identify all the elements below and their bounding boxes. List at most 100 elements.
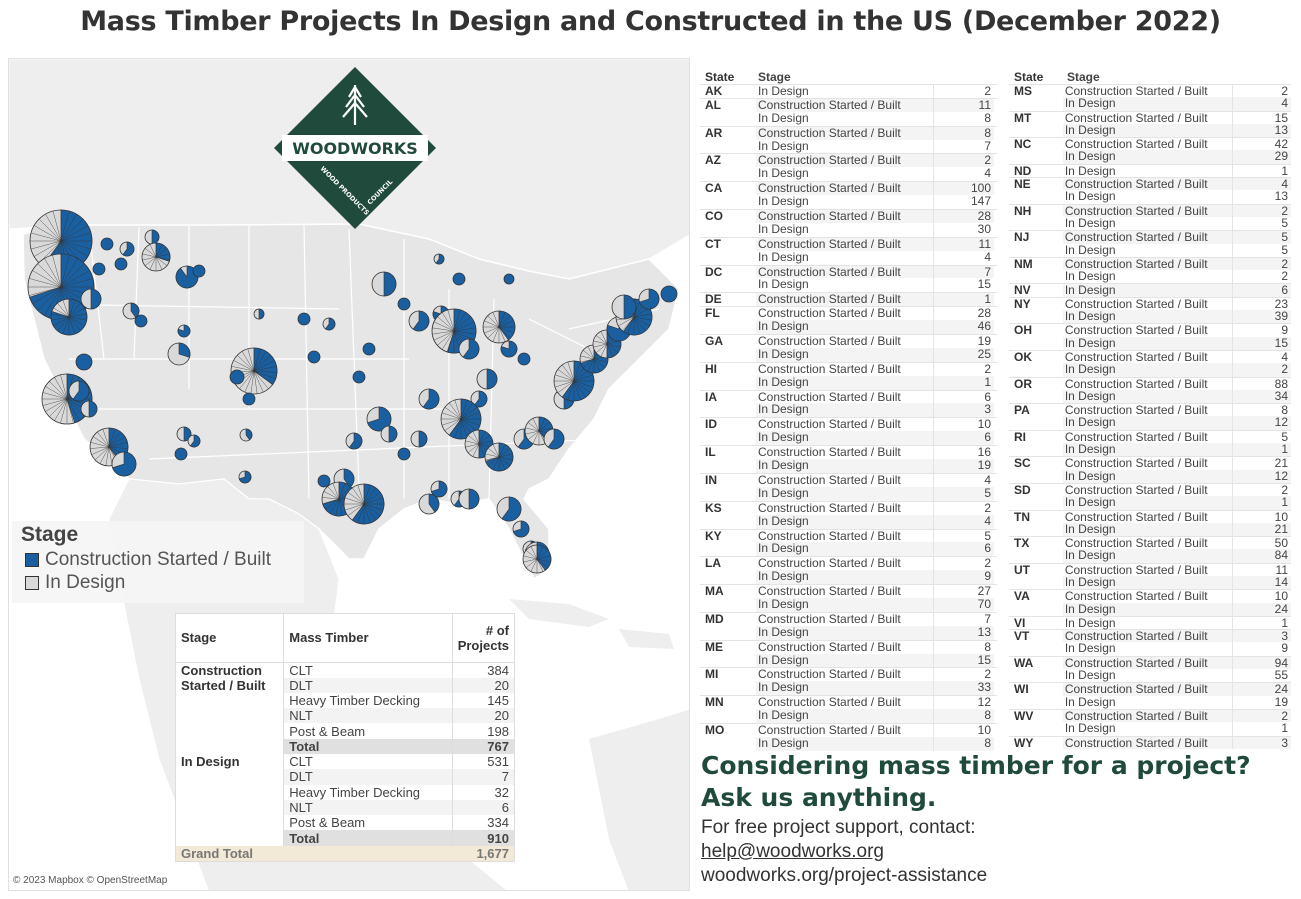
- project-pie-marker[interactable]: [496, 496, 522, 522]
- project-pie-marker[interactable]: [440, 398, 482, 440]
- project-count: 70: [934, 597, 994, 612]
- project-pie-marker[interactable]: [80, 288, 102, 310]
- state-table-header: State Stage: [700, 70, 997, 84]
- project-pie-marker[interactable]: [371, 271, 397, 297]
- project-count: 15: [1233, 336, 1291, 350]
- stage-name: In Design: [1062, 389, 1234, 404]
- project-pie-marker[interactable]: [175, 265, 199, 289]
- stage-name: In Design: [756, 736, 934, 751]
- project-pie-marker[interactable]: [512, 520, 530, 538]
- legend-title: Stage: [21, 523, 79, 546]
- project-count: 8: [984, 639, 991, 654]
- stage-name: Construction Started / Built: [1062, 709, 1234, 723]
- project-pie-marker[interactable]: [476, 368, 498, 390]
- stage-name: Construction Started / Built: [756, 501, 934, 515]
- state-code: [1009, 363, 1063, 376]
- project-pie-marker[interactable]: [119, 241, 135, 257]
- project-pie-marker[interactable]: [50, 298, 88, 336]
- table-row: In Design 8: [700, 111, 997, 126]
- map-panel[interactable]: WOODWORKS WOOD PRODUCTS COUNCIL Stage Co…: [8, 58, 690, 891]
- project-pie-marker[interactable]: [470, 390, 488, 408]
- project-pie-marker[interactable]: [229, 369, 245, 385]
- project-pie-marker[interactable]: [352, 370, 366, 384]
- stage-name: Construction Started / Built: [756, 695, 934, 709]
- project-pie-marker[interactable]: [452, 272, 466, 286]
- project-pie-markers[interactable]: [9, 59, 690, 891]
- project-pie-marker[interactable]: [111, 451, 137, 477]
- table-row: NY Construction Started / Built 23: [1009, 296, 1291, 311]
- project-pie-marker[interactable]: [418, 388, 440, 410]
- project-pie-marker[interactable]: [230, 347, 278, 395]
- map-attribution[interactable]: © 2023 Mapbox © OpenStreetMap: [13, 875, 168, 886]
- project-count: 5: [1233, 230, 1291, 244]
- project-pie-marker[interactable]: [238, 470, 252, 484]
- project-pie-marker[interactable]: [192, 264, 206, 278]
- project-pie-marker[interactable]: [611, 294, 637, 320]
- stage-name: Construction Started / Built: [756, 292, 934, 306]
- project-pie-marker[interactable]: [187, 434, 201, 448]
- project-count: 7: [984, 138, 991, 153]
- project-pie-marker[interactable]: [68, 380, 90, 402]
- project-pie-marker[interactable]: [458, 338, 480, 360]
- woodworks-logo[interactable]: WOODWORKS WOOD PRODUCTS COUNCIL: [272, 65, 438, 231]
- project-pie-marker[interactable]: [410, 430, 428, 448]
- state-code: CT: [705, 236, 721, 251]
- project-pie-marker[interactable]: [503, 273, 515, 285]
- project-pie-marker[interactable]: [345, 432, 363, 450]
- project-pie-marker[interactable]: [380, 425, 398, 443]
- project-pie-marker[interactable]: [177, 324, 191, 338]
- table-row: In Design 147: [700, 194, 997, 210]
- project-pie-marker[interactable]: [144, 229, 160, 245]
- project-pie-marker[interactable]: [322, 317, 336, 331]
- project-pie-marker[interactable]: [543, 428, 565, 450]
- project-pie-marker[interactable]: [433, 253, 445, 265]
- project-pie-marker[interactable]: [122, 302, 140, 320]
- project-pie-marker[interactable]: [522, 544, 552, 574]
- project-pie-marker[interactable]: [458, 488, 480, 510]
- table-row: LA Construction Started / Built 2: [700, 556, 997, 570]
- stage-name: In Design: [1063, 695, 1234, 709]
- legend-item-design[interactable]: In Design: [25, 572, 125, 594]
- project-pie-marker[interactable]: [418, 493, 440, 515]
- state-code: TX: [1014, 536, 1030, 551]
- project-pie-marker[interactable]: [660, 285, 678, 303]
- project-pie-marker[interactable]: [638, 288, 660, 310]
- stage-name: In Design: [756, 319, 934, 335]
- project-pie-marker[interactable]: [397, 447, 411, 461]
- project-pie-marker[interactable]: [92, 262, 106, 276]
- project-pie-marker[interactable]: [397, 297, 411, 311]
- stage-name: Construction Started / Built: [1063, 137, 1234, 151]
- project-assistance-link[interactable]: woodworks.org/project-assistance: [701, 865, 988, 886]
- project-pie-marker[interactable]: [253, 308, 265, 320]
- state-code: [700, 598, 756, 612]
- project-pie-marker[interactable]: [75, 353, 93, 371]
- project-pie-marker[interactable]: [430, 480, 448, 498]
- table-row: MO Construction Started / Built 10: [700, 722, 997, 737]
- project-pie-marker[interactable]: [484, 442, 514, 472]
- project-pie-marker[interactable]: [408, 310, 430, 332]
- project-pie-marker[interactable]: [100, 237, 114, 251]
- project-pie-marker[interactable]: [297, 312, 311, 326]
- project-pie-marker[interactable]: [366, 406, 392, 432]
- state-code: [1009, 337, 1063, 350]
- project-pie-marker[interactable]: [317, 474, 331, 488]
- state-code: LA: [705, 556, 721, 571]
- project-pie-marker[interactable]: [482, 310, 516, 344]
- project-pie-marker[interactable]: [362, 342, 376, 356]
- stage-name: In Design: [756, 680, 934, 696]
- project-pie-marker[interactable]: [500, 340, 518, 358]
- project-pie-marker[interactable]: [80, 400, 98, 418]
- project-pie-marker[interactable]: [242, 392, 256, 406]
- legend-item-built[interactable]: Construction Started / Built: [25, 549, 271, 571]
- project-pie-marker[interactable]: [307, 350, 321, 364]
- project-pie-marker[interactable]: [167, 342, 191, 366]
- project-pie-marker[interactable]: [114, 257, 128, 271]
- project-pie-marker[interactable]: [343, 483, 385, 525]
- project-pie-marker[interactable]: [141, 242, 171, 272]
- project-pie-marker[interactable]: [174, 447, 188, 461]
- state-code: NJ: [1014, 230, 1030, 245]
- project-pie-marker[interactable]: [517, 352, 531, 366]
- project-pie-marker[interactable]: [134, 314, 148, 328]
- project-pie-marker[interactable]: [239, 428, 253, 442]
- email-link[interactable]: help@woodworks.org: [701, 841, 884, 862]
